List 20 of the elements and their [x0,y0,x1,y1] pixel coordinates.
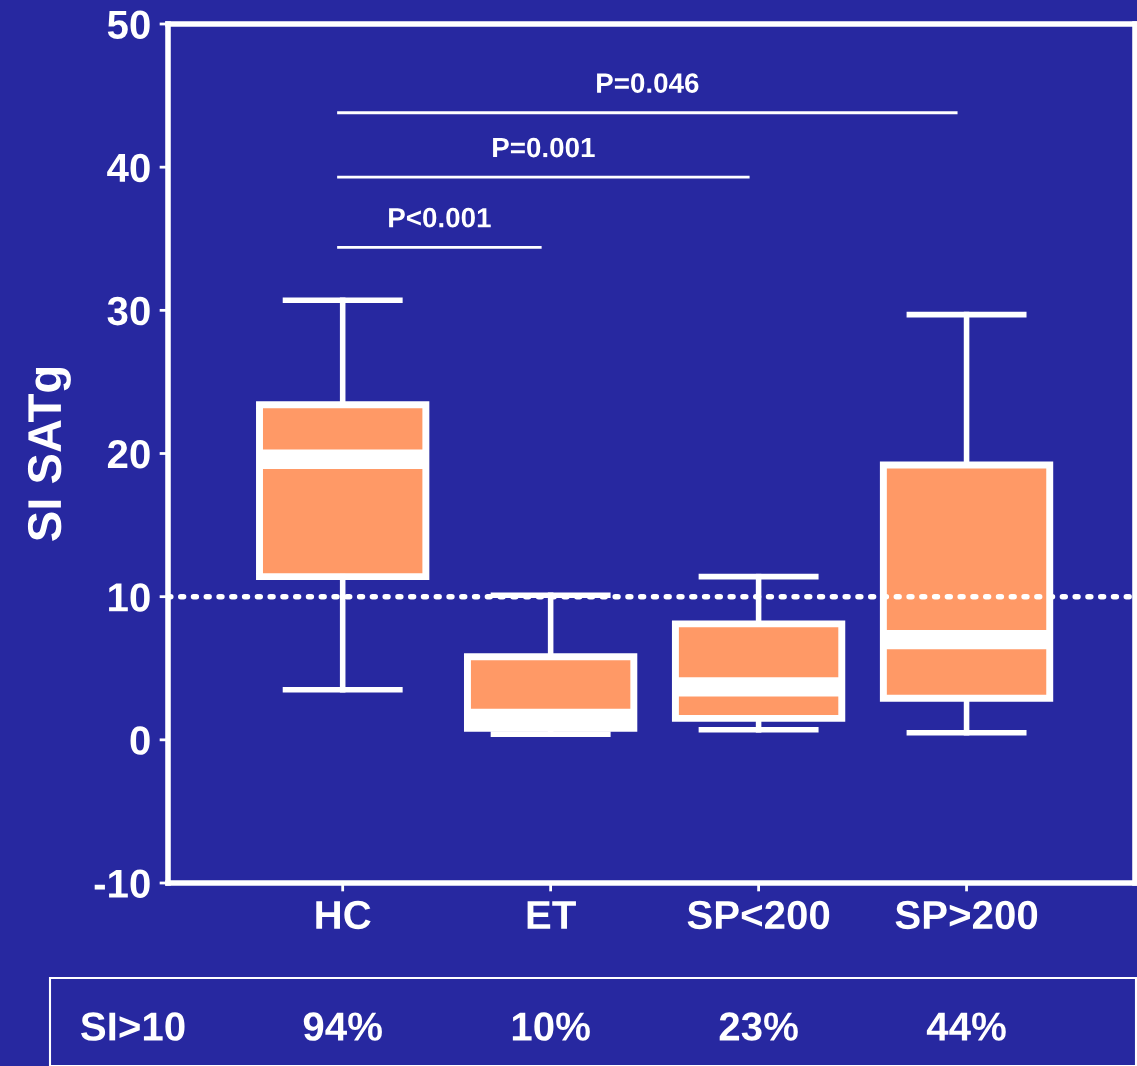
text: 10% [512,1012,590,1041]
text: SI>10 [80,1012,185,1041]
y-tick-label: 50 [107,10,150,39]
y-tick-label: -10 [94,869,150,898]
y-tick-label: 30 [107,296,150,326]
x-tick-label: SP<200 [687,900,830,930]
text: 44% [926,1012,1006,1041]
x-tick-label: ET [527,901,576,929]
x-tick-label: HC [316,900,371,930]
annotation: P=0.046 [597,73,699,93]
text: 23% [719,1012,798,1041]
y-tick-label: 0 [130,726,150,755]
y-tick-label: 20 [107,439,150,469]
y-axis-title: SI SATg [27,367,71,541]
x-tick-label: SP>200 [895,900,1038,930]
text: 94% [303,1012,382,1041]
annotation: P=0.001 [493,137,595,158]
y-tick-label: 40 [107,153,150,183]
annotation: P<0.001 [389,207,491,228]
y-tick-label: 10 [109,583,150,612]
